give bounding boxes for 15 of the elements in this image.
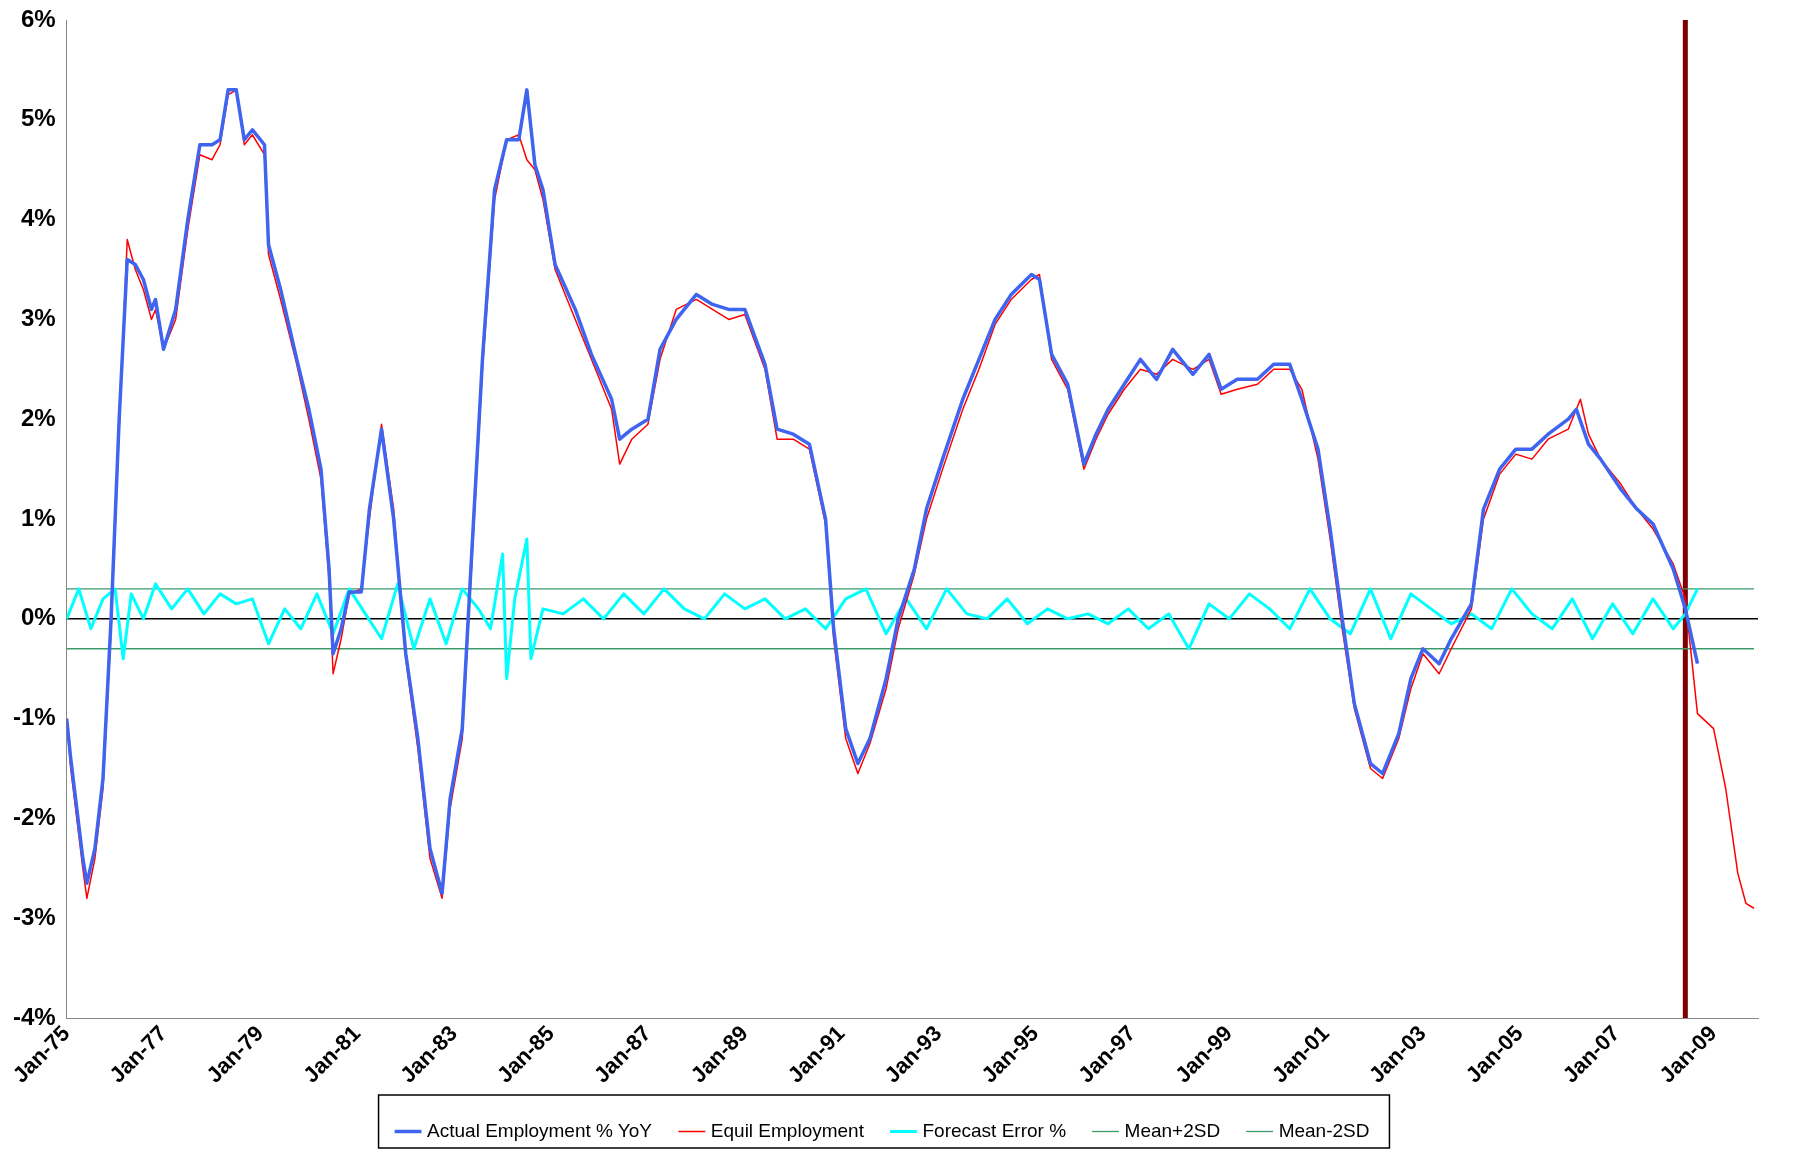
- legend-label: Actual Employment % YoY: [427, 1119, 653, 1141]
- y-tick-label: 0%: [20, 603, 56, 631]
- legend-label: Mean+2SD: [1124, 1119, 1221, 1141]
- y-tick-label: 2%: [20, 403, 56, 431]
- legend-label: Forecast Error %: [922, 1119, 1067, 1141]
- legend-label: Mean-2SD: [1278, 1119, 1370, 1141]
- y-tick-label: 6%: [20, 4, 56, 32]
- y-tick-label: 1%: [20, 503, 56, 531]
- legend-label: Equil Employment: [710, 1119, 865, 1141]
- y-tick-label: -1%: [12, 703, 56, 731]
- y-tick-label: 4%: [20, 204, 56, 232]
- y-tick-label: 5%: [20, 104, 56, 132]
- y-tick-label: -2%: [12, 803, 56, 831]
- y-tick-label: -3%: [12, 902, 56, 930]
- y-tick-label: 3%: [20, 304, 56, 332]
